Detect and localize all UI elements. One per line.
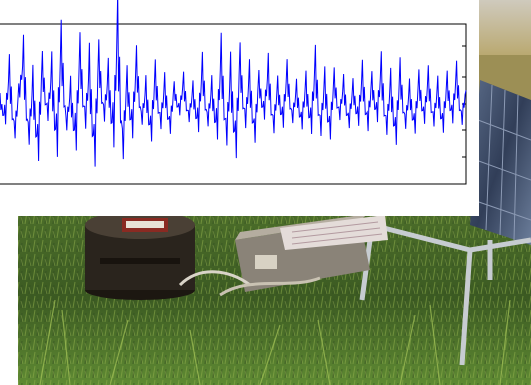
sky-region — [476, 0, 531, 60]
foreground-grass — [39, 299, 511, 385]
trace-line — [0, 0, 467, 167]
seismometer-icon — [85, 211, 195, 300]
trace-chart — [0, 0, 467, 185]
trace-panel — [0, 0, 467, 185]
solar-panel-icon — [470, 80, 531, 245]
cable — [219, 276, 321, 297]
cable — [178, 270, 251, 287]
field-case-icon — [235, 214, 388, 292]
